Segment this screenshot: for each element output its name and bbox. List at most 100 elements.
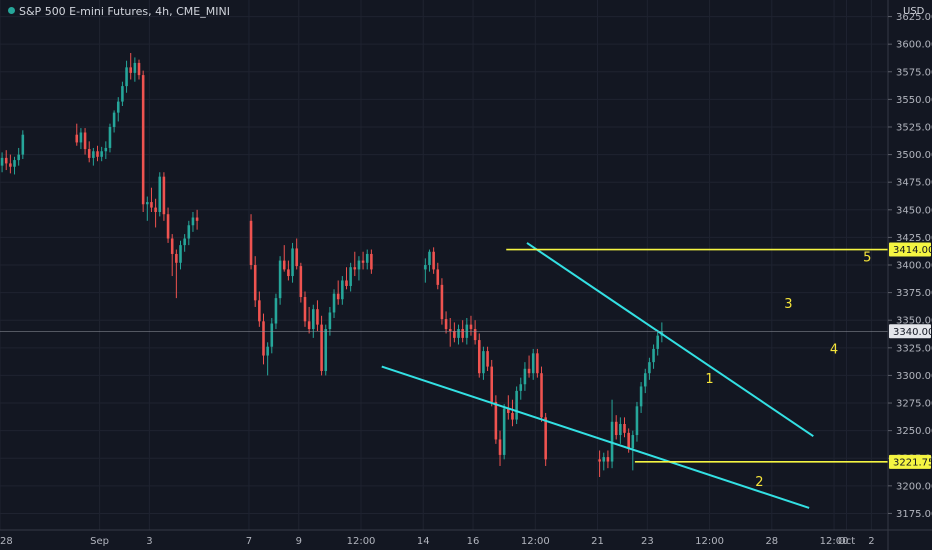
candle-body [648, 362, 651, 374]
candle [96, 145, 99, 162]
candle-body [473, 329, 477, 341]
candle-body [108, 126, 112, 148]
candle [282, 245, 286, 272]
candle-body [614, 421, 618, 436]
candle-body [9, 163, 12, 167]
time-tick-label: 12:00 [347, 536, 376, 547]
candle-body [158, 176, 162, 212]
candle-body [457, 329, 460, 338]
candle [341, 276, 344, 305]
candle [175, 249, 178, 299]
price-badge-label: 3414.00 [893, 245, 932, 256]
price-tick-label: 3550.00 [896, 95, 932, 106]
price-tick-label: 3400.00 [896, 261, 932, 272]
candle [486, 346, 489, 371]
candle-body [631, 435, 635, 449]
candle [648, 357, 651, 380]
candle-body [486, 351, 489, 367]
candle-body [316, 309, 319, 325]
candle [100, 146, 103, 162]
candle [133, 57, 137, 82]
candle-body [87, 149, 91, 158]
candle-body [507, 408, 510, 413]
candle-body [523, 368, 527, 385]
candle [266, 342, 269, 376]
trendline [526, 242, 814, 437]
candle-body [191, 217, 195, 226]
candle [428, 249, 431, 272]
candle-body [166, 214, 170, 239]
candle [527, 355, 531, 378]
candle [170, 234, 174, 277]
candle [299, 262, 303, 303]
time-tick-label: 12:00 [695, 536, 724, 547]
candle-body [357, 260, 361, 270]
candle [511, 399, 514, 427]
candle [162, 172, 166, 221]
candle-body [83, 132, 87, 150]
candle-body [328, 312, 332, 330]
time-tick-label: 23 [641, 536, 654, 547]
candle [432, 247, 435, 274]
candle-body [448, 329, 452, 332]
candle [21, 130, 25, 159]
candle-body [175, 253, 178, 263]
candle-body [652, 348, 655, 363]
candle [270, 318, 274, 354]
candle-body [610, 421, 614, 462]
trendline [381, 365, 810, 509]
candle-body [498, 439, 502, 455]
candle-body [353, 267, 357, 270]
candle [316, 300, 319, 332]
candle-body [453, 331, 456, 338]
time-tick-label: 12:00 [820, 536, 849, 547]
candle-body [332, 293, 336, 313]
candle [183, 234, 186, 252]
candle-body [312, 309, 315, 330]
candle [635, 401, 639, 442]
candle [328, 306, 332, 336]
time-tick-label: 2 [868, 536, 874, 547]
time-tick-label: Oct [838, 536, 855, 547]
candle-body [179, 245, 182, 263]
candle-body [121, 86, 124, 102]
candle [490, 359, 494, 407]
candle-body [606, 457, 610, 462]
candle [440, 278, 444, 325]
candle [141, 70, 145, 212]
candle [469, 315, 473, 336]
candle-body [75, 134, 79, 143]
candle [0, 152, 4, 173]
candle [75, 123, 79, 146]
candle-body [129, 67, 132, 73]
candle-body [643, 373, 647, 387]
time-tick-label: 9 [296, 536, 302, 547]
candle-body [490, 366, 494, 402]
candle-body [440, 284, 444, 320]
candle-body [287, 269, 290, 277]
candle-body [125, 67, 128, 87]
candle-body [133, 62, 137, 73]
candle [610, 399, 614, 469]
candle-body [502, 408, 506, 455]
price-badge-label: 3221.75 [893, 457, 932, 468]
candle [112, 110, 116, 133]
candle-body [635, 406, 639, 436]
candle [602, 452, 606, 471]
wave-label: 4 [830, 342, 838, 357]
candle-body [262, 321, 265, 356]
candle-body [519, 384, 523, 391]
candle-body [137, 62, 141, 76]
price-tick-label: 3625.00 [896, 12, 932, 23]
time-tick-label: 28 [765, 536, 778, 547]
price-tick-label: 3475.00 [896, 178, 932, 189]
candle-body [274, 298, 278, 324]
candle [531, 348, 535, 380]
candle-body [428, 251, 431, 265]
candle [498, 430, 502, 466]
candle [424, 258, 427, 283]
candle [4, 150, 8, 171]
candle [13, 156, 16, 175]
candle-body [92, 151, 95, 158]
